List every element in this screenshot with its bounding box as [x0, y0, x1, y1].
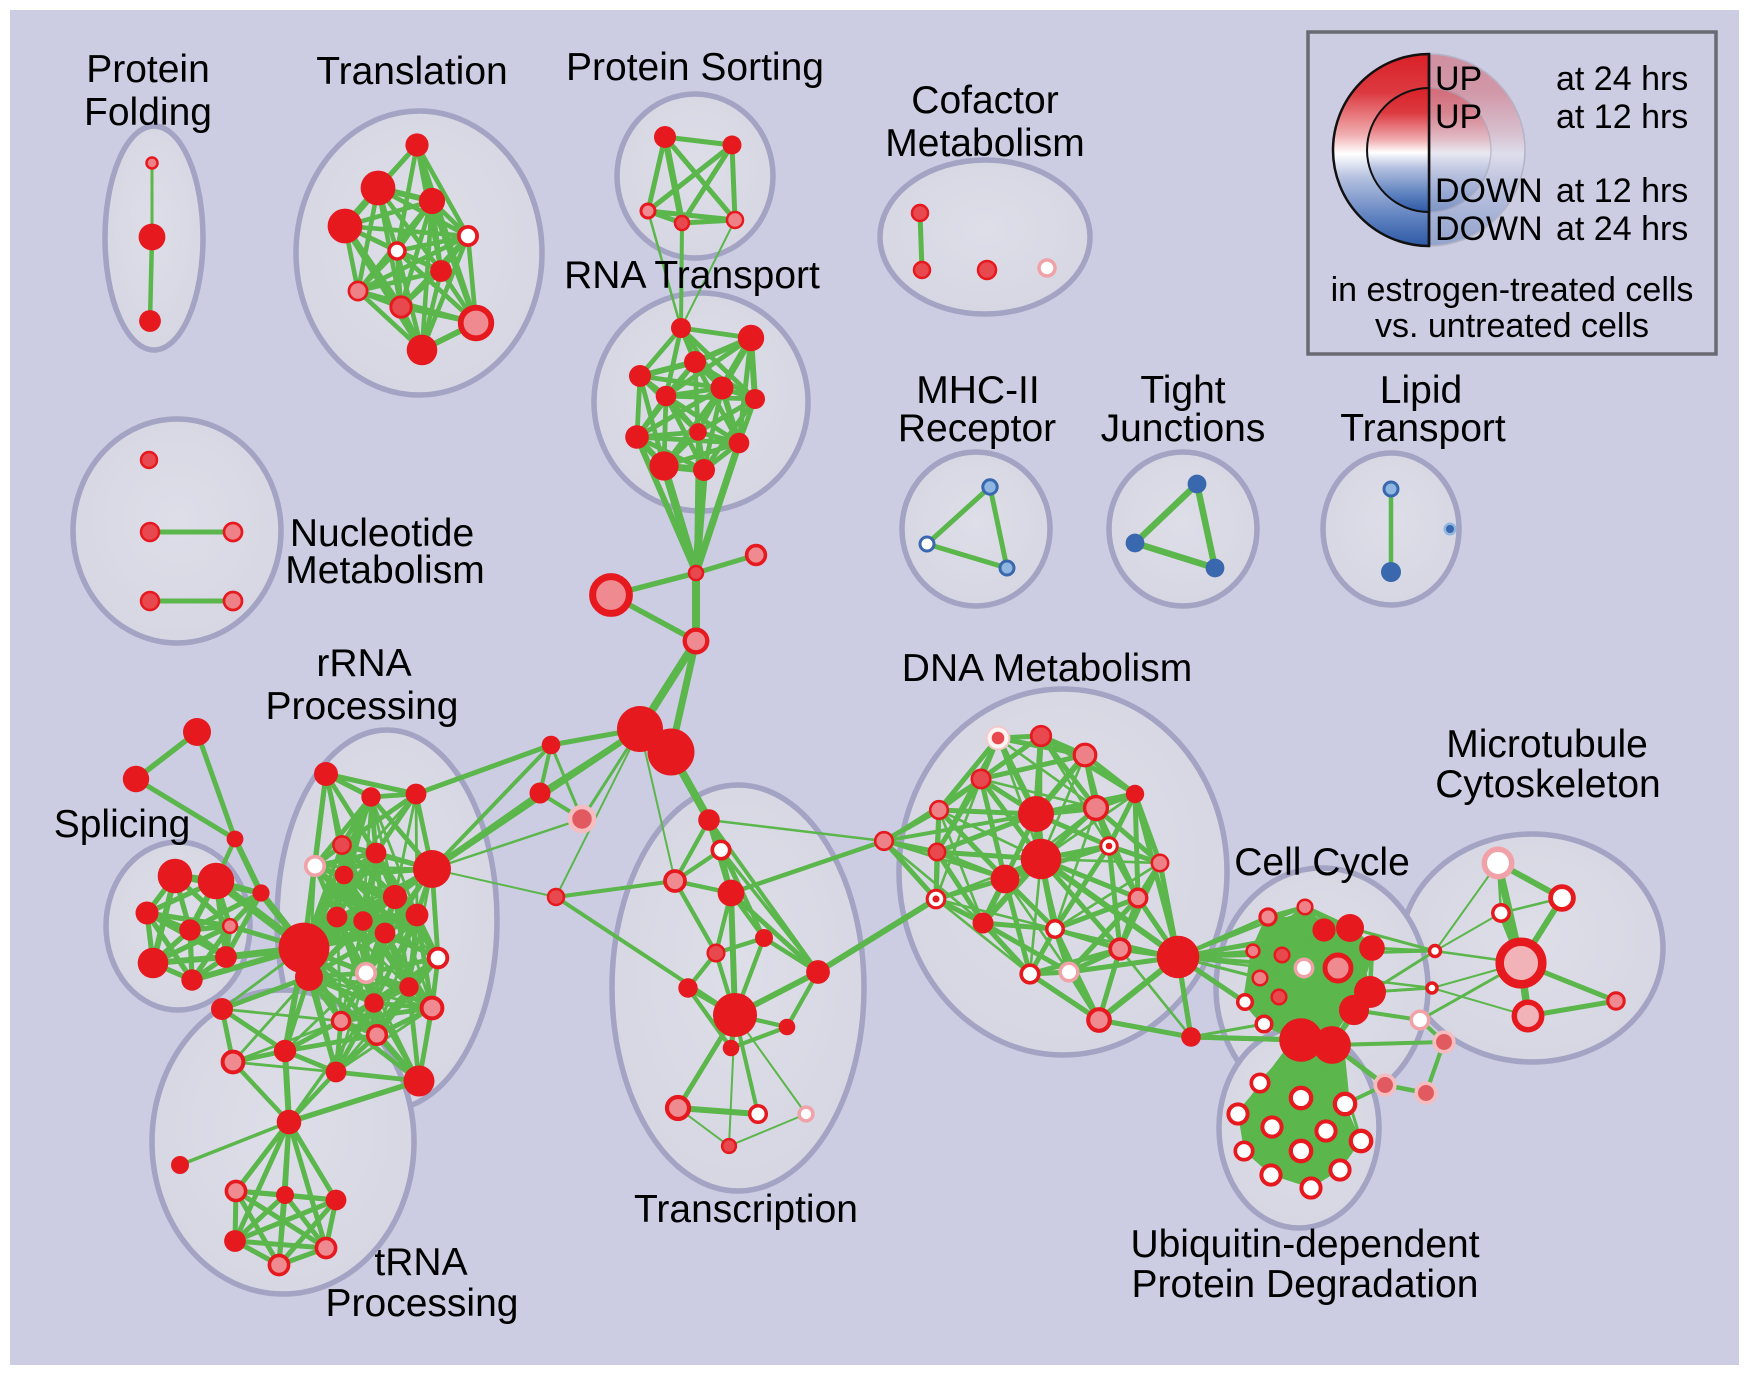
svg-text:DOWN: DOWN [1435, 210, 1543, 248]
svg-text:Ubiquitin-dependent: Ubiquitin-dependent [1130, 1223, 1479, 1266]
svg-text:Cofactor: Cofactor [911, 79, 1058, 122]
svg-text:in estrogen-treated cells: in estrogen-treated cells [1331, 271, 1694, 309]
svg-text:Protein: Protein [86, 48, 210, 91]
svg-text:Microtubule: Microtubule [1446, 723, 1648, 766]
svg-text:Translation: Translation [316, 50, 507, 93]
svg-text:DNA Metabolism: DNA Metabolism [902, 647, 1192, 690]
svg-text:MHC-II: MHC-II [916, 369, 1039, 412]
svg-text:Receptor: Receptor [898, 407, 1056, 450]
svg-text:Protein Degradation: Protein Degradation [1132, 1263, 1479, 1306]
svg-text:Metabolism: Metabolism [285, 549, 484, 592]
svg-text:Metabolism: Metabolism [885, 122, 1084, 165]
svg-text:at 24 hrs: at 24 hrs [1556, 210, 1688, 248]
svg-text:Cytoskeleton: Cytoskeleton [1435, 763, 1660, 806]
svg-text:Transport: Transport [1340, 407, 1506, 450]
svg-text:Splicing: Splicing [54, 803, 191, 846]
svg-text:Processing: Processing [326, 1282, 519, 1325]
svg-text:tRNA: tRNA [374, 1241, 467, 1284]
svg-text:Lipid: Lipid [1380, 369, 1462, 412]
svg-text:UP: UP [1435, 98, 1482, 136]
svg-text:Junctions: Junctions [1101, 407, 1266, 450]
svg-text:at 24 hrs: at 24 hrs [1556, 60, 1688, 98]
svg-text:at 12 hrs: at 12 hrs [1556, 98, 1688, 136]
svg-text:UP: UP [1435, 60, 1482, 98]
svg-text:rRNA: rRNA [316, 642, 411, 685]
svg-text:Processing: Processing [266, 685, 459, 728]
svg-text:Transcription: Transcription [634, 1188, 858, 1231]
svg-text:Protein Sorting: Protein Sorting [566, 46, 824, 89]
svg-text:Folding: Folding [84, 91, 212, 134]
svg-text:vs. untreated cells: vs. untreated cells [1375, 307, 1649, 345]
svg-text:RNA Transport: RNA Transport [564, 254, 820, 297]
svg-text:at 12 hrs: at 12 hrs [1556, 172, 1688, 210]
svg-text:Nucleotide: Nucleotide [290, 512, 474, 555]
svg-text:DOWN: DOWN [1435, 172, 1543, 210]
svg-text:Tight: Tight [1140, 369, 1225, 412]
svg-text:Cell Cycle: Cell Cycle [1234, 841, 1410, 884]
